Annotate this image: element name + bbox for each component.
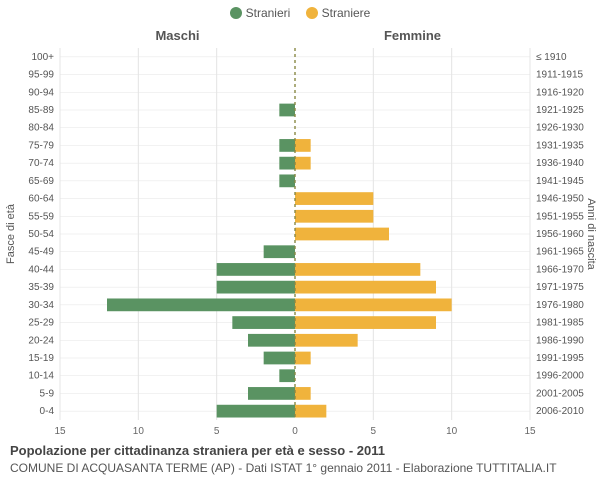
age-label: 50-54 bbox=[28, 229, 54, 240]
year-label: 1966-1970 bbox=[536, 264, 584, 275]
bar-male bbox=[264, 245, 295, 258]
age-label: 25-29 bbox=[28, 318, 54, 329]
year-label: 1926-1930 bbox=[536, 123, 584, 134]
caption-subtitle: COMUNE DI ACQUASANTA TERME (AP) - Dati I… bbox=[10, 460, 590, 476]
bar-female bbox=[295, 352, 311, 365]
age-label: 10-14 bbox=[28, 371, 54, 382]
year-label: 1916-1920 bbox=[536, 87, 584, 98]
bar-male bbox=[279, 369, 295, 382]
year-label: 1946-1950 bbox=[536, 194, 584, 205]
age-label: 90-94 bbox=[28, 87, 54, 98]
age-label: 70-74 bbox=[28, 158, 54, 169]
bar-female bbox=[295, 192, 373, 205]
svg-text:15: 15 bbox=[524, 426, 536, 437]
caption-title: Popolazione per cittadinanza straniera p… bbox=[10, 442, 590, 460]
age-label: 55-59 bbox=[28, 211, 54, 222]
bar-male bbox=[279, 139, 295, 152]
bar-male bbox=[248, 334, 295, 347]
age-label: 80-84 bbox=[28, 123, 54, 134]
bar-male bbox=[107, 298, 295, 311]
year-label: 1956-1960 bbox=[536, 229, 584, 240]
year-label: 1921-1925 bbox=[536, 105, 584, 116]
caption: Popolazione per cittadinanza straniera p… bbox=[0, 442, 600, 476]
bar-female bbox=[295, 405, 326, 418]
bar-male bbox=[248, 387, 295, 400]
age-label: 65-69 bbox=[28, 176, 54, 187]
year-label: 1911-1915 bbox=[536, 70, 584, 81]
svg-text:10: 10 bbox=[446, 426, 458, 437]
age-label: 35-39 bbox=[28, 282, 54, 293]
age-label: 15-19 bbox=[28, 353, 54, 364]
age-label: 20-24 bbox=[28, 335, 54, 346]
year-label: 1931-1935 bbox=[536, 140, 584, 151]
svg-text:Femmine: Femmine bbox=[384, 28, 441, 43]
age-label: 5-9 bbox=[40, 388, 55, 399]
year-label: 1961-1965 bbox=[536, 247, 584, 258]
bar-male bbox=[217, 405, 295, 418]
right-axis-title: Anni di nascita bbox=[585, 198, 597, 270]
svg-text:0: 0 bbox=[292, 426, 298, 437]
year-label: 1951-1955 bbox=[536, 211, 584, 222]
year-label: 1941-1945 bbox=[536, 176, 584, 187]
bar-male bbox=[217, 263, 295, 276]
svg-text:10: 10 bbox=[133, 426, 145, 437]
svg-text:15: 15 bbox=[54, 426, 66, 437]
left-axis-title: Fasce di età bbox=[5, 203, 17, 264]
year-label: 1996-2000 bbox=[536, 371, 584, 382]
year-label: 1971-1975 bbox=[536, 282, 584, 293]
year-label: 2001-2005 bbox=[536, 388, 584, 399]
bar-male bbox=[264, 352, 295, 365]
bar-female bbox=[295, 316, 436, 329]
svg-text:Maschi: Maschi bbox=[155, 28, 199, 43]
bar-male bbox=[279, 157, 295, 170]
population-pyramid-chart: 15 15 10 10 5 5 0 Maschi Femmine 100+ ≤ 1910 95-99 1… bbox=[0, 22, 600, 442]
year-label: 1936-1940 bbox=[536, 158, 584, 169]
bar-female bbox=[295, 387, 311, 400]
year-label: 1981-1985 bbox=[536, 318, 584, 329]
age-label: 85-89 bbox=[28, 105, 54, 116]
bar-female bbox=[295, 228, 389, 241]
age-label: 60-64 bbox=[28, 194, 54, 205]
year-label: 1986-1990 bbox=[536, 335, 584, 346]
age-label: 45-49 bbox=[28, 247, 54, 258]
age-label: 100+ bbox=[31, 52, 54, 63]
year-label: 1991-1995 bbox=[536, 353, 584, 364]
legend: Stranieri Straniere bbox=[0, 0, 600, 22]
age-label: 30-34 bbox=[28, 300, 54, 311]
bar-female bbox=[295, 263, 420, 276]
bar-male bbox=[279, 104, 295, 117]
age-label: 75-79 bbox=[28, 140, 54, 151]
bar-female bbox=[295, 157, 311, 170]
legend-male-label: Stranieri bbox=[246, 6, 291, 20]
bar-male bbox=[279, 174, 295, 187]
bar-male bbox=[232, 316, 295, 329]
age-label: 95-99 bbox=[28, 70, 54, 81]
year-label: ≤ 1910 bbox=[536, 52, 567, 63]
age-label: 40-44 bbox=[28, 264, 54, 275]
bar-male bbox=[217, 281, 295, 294]
svg-text:5: 5 bbox=[371, 426, 377, 437]
year-label: 1976-1980 bbox=[536, 300, 584, 311]
bar-female bbox=[295, 210, 373, 223]
svg-text:5: 5 bbox=[214, 426, 220, 437]
bar-female bbox=[295, 281, 436, 294]
legend-female-label: Straniere bbox=[322, 6, 371, 20]
age-label: 0-4 bbox=[40, 406, 55, 417]
bar-female bbox=[295, 139, 311, 152]
bar-female bbox=[295, 298, 452, 311]
bar-female bbox=[295, 334, 358, 347]
year-label: 2006-2010 bbox=[536, 406, 584, 417]
